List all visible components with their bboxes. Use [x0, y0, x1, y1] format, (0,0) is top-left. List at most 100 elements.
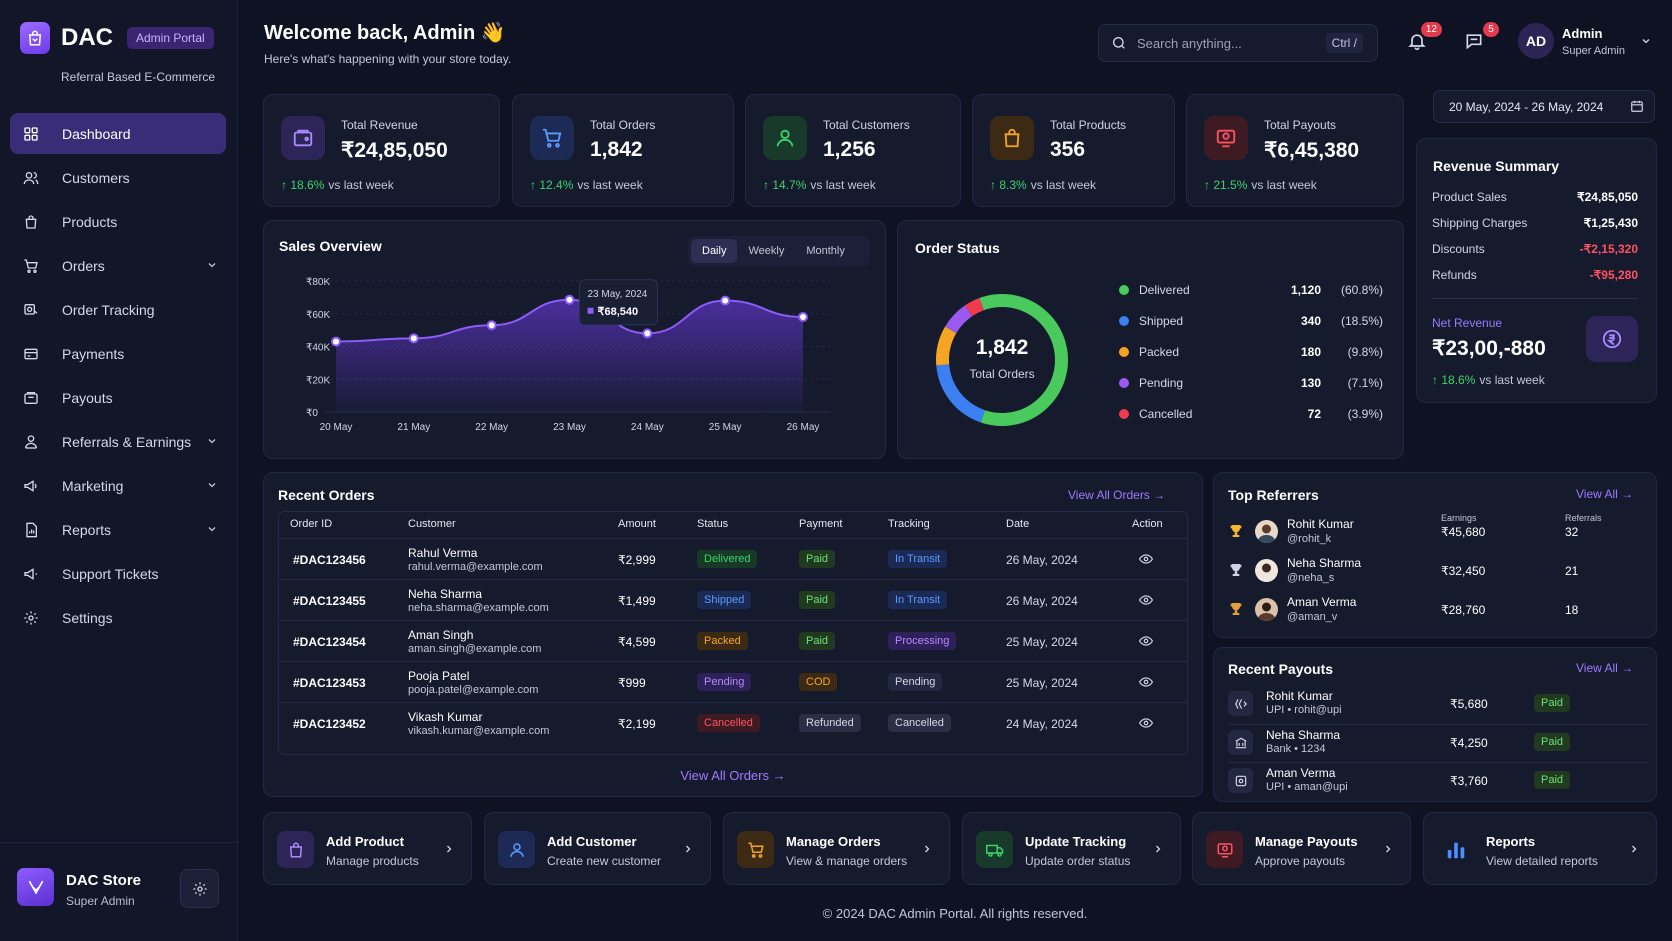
date-range-picker[interactable]: 20 May, 2024 - 26 May, 2024 — [1433, 90, 1655, 123]
messages-button[interactable]: 5 — [1462, 22, 1499, 53]
sidebar-item-payments[interactable]: Payments — [10, 333, 226, 374]
quick-action-manage-payouts[interactable]: Manage Payouts Approve payouts — [1192, 812, 1411, 885]
sidebar-item-referrals[interactable]: Referrals & Earnings — [10, 421, 226, 462]
list-item[interactable]: Rohit Kumar UPI • rohit@upi ₹5,680 Paid — [1228, 686, 1648, 722]
sidebar-item-order-tracking[interactable]: Order Tracking — [10, 289, 226, 330]
list-item[interactable]: Rohit Kumar @rohit_k ₹45,680 32 — [1228, 514, 1648, 550]
tab-monthly[interactable]: Monthly — [806, 245, 845, 257]
donut-slice[interactable] — [936, 326, 957, 366]
data-point[interactable] — [798, 312, 808, 323]
sidebar-item-reports[interactable]: Reports — [10, 509, 226, 550]
cart-icon — [530, 116, 574, 160]
quick-action-add-customer[interactable]: Add Customer Create new customer — [484, 812, 711, 885]
quick-action-reports[interactable]: Reports View detailed reports — [1423, 812, 1657, 885]
quick-action-update-tracking[interactable]: Update Tracking Update order status — [962, 812, 1181, 885]
quick-action-add-product[interactable]: Add Product Manage products — [263, 812, 472, 885]
payout-amount: ₹5,680 — [1450, 697, 1488, 711]
customer-name: Vikash Kumar — [408, 710, 483, 724]
brand[interactable]: DAC Admin Portal — [20, 22, 214, 54]
tab-daily[interactable]: Daily — [691, 239, 738, 263]
list-item[interactable]: Aman Verma @aman_v ₹28,760 18 — [1228, 592, 1648, 628]
eye-icon[interactable] — [1138, 716, 1154, 733]
tooltip-value: ₹68,540 — [598, 306, 639, 318]
eye-icon[interactable] — [1138, 634, 1154, 651]
sidebar-item-products[interactable]: Products — [10, 201, 226, 242]
store-logo-icon — [17, 868, 54, 906]
sidebar-item-marketing[interactable]: Marketing — [10, 465, 226, 506]
chevron-right-icon — [682, 842, 694, 860]
stat-change-value: 18.6% — [290, 178, 325, 192]
table-row[interactable]: #DAC123452 Vikash Kumar vikash.kumar@exa… — [278, 702, 1188, 743]
message-icon — [1466, 34, 1482, 50]
eye-icon[interactable] — [1138, 593, 1154, 610]
chevron-down-icon[interactable] — [1640, 34, 1652, 52]
store-settings-button[interactable] — [180, 869, 219, 908]
order-id[interactable]: #DAC123456 — [293, 553, 366, 567]
chevron-down-icon[interactable] — [206, 522, 218, 538]
x-tick-label: 24 May — [631, 422, 664, 433]
bar-chart-icon — [1437, 831, 1474, 868]
referral-icon — [22, 433, 40, 451]
order-id[interactable]: #DAC123454 — [293, 635, 366, 649]
data-point[interactable] — [720, 295, 731, 306]
page-footer: © 2024 DAC Admin Portal. All rights rese… — [822, 906, 1088, 921]
table-row[interactable]: #DAC123455 Neha Sharma neha.sharma@examp… — [278, 579, 1188, 620]
eye-icon[interactable] — [1138, 675, 1154, 692]
view-all-referrers-link[interactable]: View All → — [1576, 487, 1633, 501]
table-row[interactable]: #DAC123456 Rahul Verma rahul.verma@examp… — [278, 538, 1188, 579]
search-input[interactable] — [1137, 35, 1307, 51]
chevron-down-icon[interactable] — [206, 478, 218, 494]
stat-change: ↑ 14.7% vs last week — [763, 178, 876, 192]
tab-weekly[interactable]: Weekly — [748, 245, 785, 257]
sidebar-item-settings[interactable]: Settings — [10, 597, 226, 638]
quick-action-manage-orders[interactable]: Manage Orders View & manage orders — [723, 812, 950, 885]
table-row[interactable]: #DAC123454 Aman Singh aman.singh@example… — [278, 620, 1188, 661]
tracking-badge: Cancelled — [888, 714, 951, 732]
donut-slice[interactable] — [979, 294, 1068, 426]
sidebar-item-dashboard[interactable]: Dashboard — [10, 113, 226, 154]
view-all-orders-link[interactable]: View All Orders → — [1068, 488, 1165, 502]
view-all-orders-link[interactable]: View All Orders → — [680, 768, 785, 783]
chevron-down-icon[interactable] — [206, 434, 218, 450]
sidebar-item-customers[interactable]: Customers — [10, 157, 226, 198]
view-all-orders-label: View All Orders — [680, 768, 769, 783]
donut-slice[interactable] — [936, 364, 985, 423]
tracking-badge-label: Pending — [888, 673, 943, 691]
list-item[interactable]: Neha Sharma Bank • 1234 ₹4,250 Paid — [1228, 724, 1648, 760]
list-item[interactable]: Aman Verma UPI • aman@upi ₹3,760 Paid — [1228, 762, 1648, 798]
sidebar-item-payouts[interactable]: Payouts — [10, 377, 226, 418]
list-item[interactable]: Neha Sharma @neha_s ₹32,450 21 — [1228, 553, 1648, 589]
portal-badge: Admin Portal — [127, 27, 214, 49]
eye-icon[interactable] — [1138, 552, 1154, 569]
quick-action-title: Manage Orders — [786, 834, 881, 849]
stat-label: Total Payouts — [1264, 118, 1337, 132]
donut-slice[interactable] — [964, 298, 984, 317]
sidebar-item-orders[interactable]: Orders — [10, 245, 226, 286]
notifications-button[interactable]: 12 — [1405, 22, 1442, 53]
data-point[interactable] — [486, 320, 497, 331]
avatar[interactable]: AD — [1518, 23, 1554, 59]
chart-tooltip: 23 May, 2024 ₹68,540 — [579, 279, 658, 326]
recent-orders-title: Recent Orders — [278, 487, 375, 503]
data-point[interactable] — [642, 328, 653, 339]
legend-count: 340 — [1300, 314, 1321, 328]
data-point[interactable] — [331, 336, 341, 347]
bank-icon — [1228, 730, 1253, 755]
payout-icon — [1204, 116, 1248, 160]
sidebar-item-support-tickets[interactable]: Support Tickets — [10, 553, 226, 594]
payment-badge-label: Paid — [799, 550, 836, 568]
chevron-down-icon[interactable] — [206, 258, 218, 274]
order-id[interactable]: #DAC123453 — [293, 676, 366, 690]
messages-badge: 5 — [1483, 22, 1499, 37]
view-all-payouts-link[interactable]: View All → — [1576, 661, 1633, 675]
data-point[interactable] — [564, 294, 575, 305]
summary-label: Shipping Charges — [1432, 216, 1528, 230]
donut-slice[interactable] — [945, 305, 973, 334]
order-id[interactable]: #DAC123452 — [293, 717, 366, 731]
data-point[interactable] — [408, 333, 419, 344]
order-id[interactable]: #DAC123455 — [293, 594, 366, 608]
table-row[interactable]: #DAC123453 Pooja Patel pooja.patel@examp… — [278, 661, 1188, 702]
card-icon — [22, 345, 40, 363]
legend-item: Packed 180 (9.8%) — [1119, 344, 1383, 360]
net-revenue-change: ↑ 18.6% vs last week — [1432, 373, 1545, 387]
